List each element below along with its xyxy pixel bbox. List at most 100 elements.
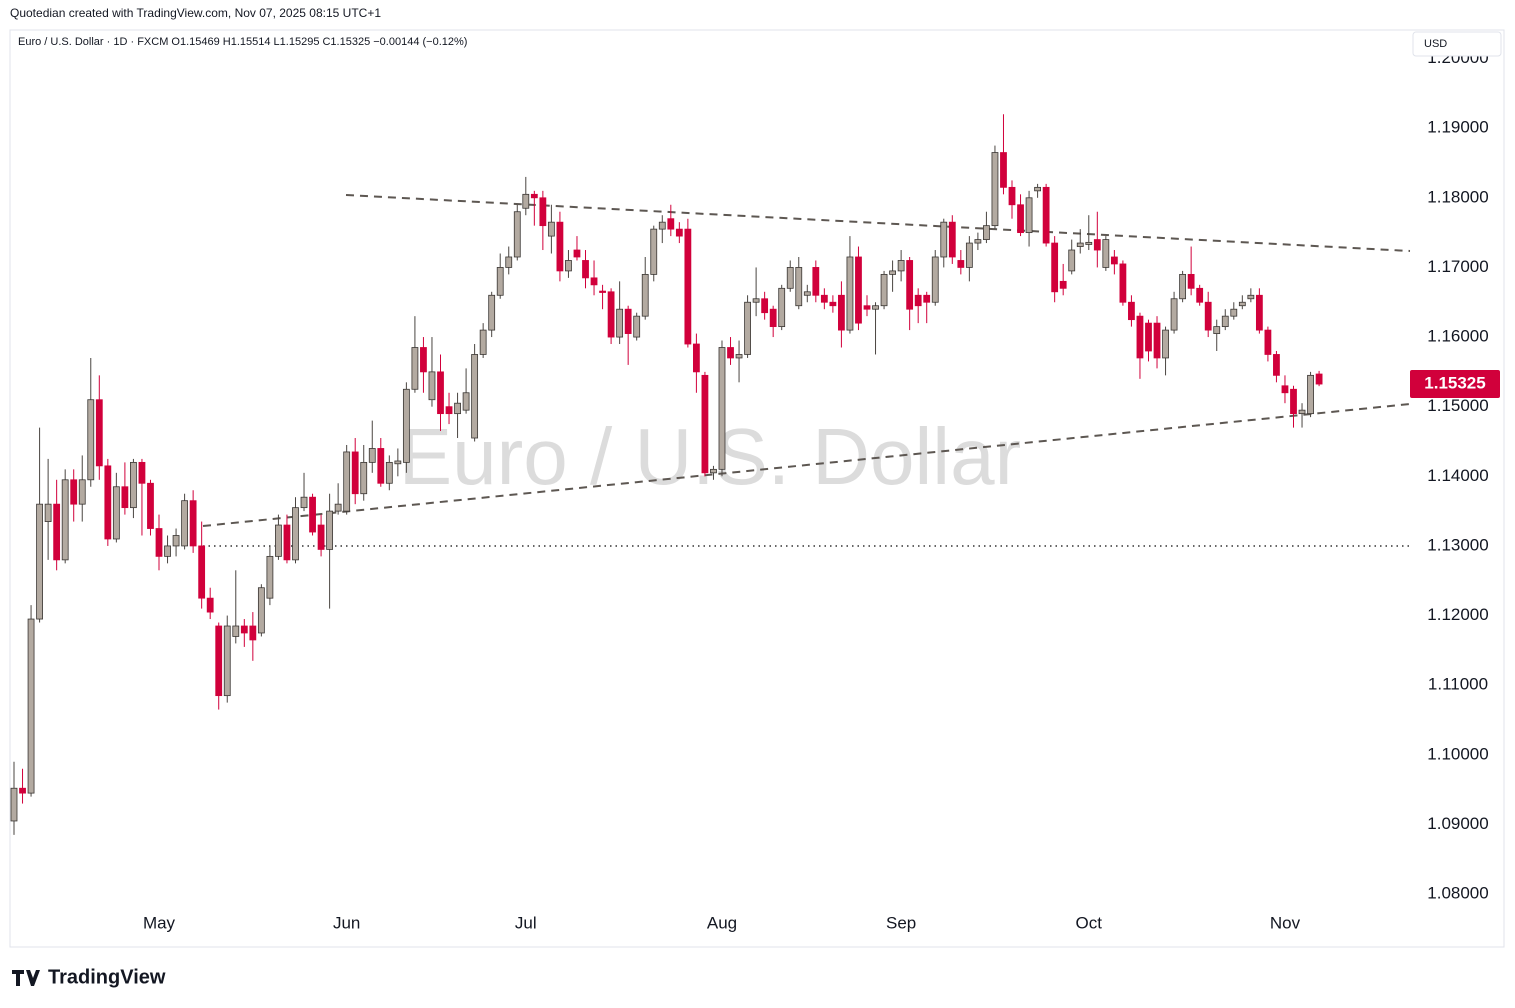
x-tick-label: Aug [707, 913, 737, 932]
chart-frame [9, 29, 1505, 948]
candle-body [1204, 301, 1212, 331]
candle-body [931, 256, 939, 303]
candle-body [1000, 152, 1007, 188]
candle-body [530, 193, 538, 199]
candle-body [897, 260, 905, 272]
candle-body [983, 225, 990, 240]
candle-body [556, 221, 564, 272]
candle-body [61, 479, 69, 561]
candle-body [1273, 354, 1280, 376]
candle-body [701, 374, 709, 474]
candle-body [991, 152, 999, 227]
candle-body [838, 294, 845, 331]
candle-body [812, 267, 820, 296]
candle-body [95, 399, 103, 467]
candle-body [1085, 241, 1093, 245]
candle-body [411, 347, 419, 390]
candle-body [351, 451, 359, 495]
candle-body [1034, 186, 1041, 192]
candle-body [155, 528, 163, 557]
candle-body [181, 500, 189, 547]
candle-body [189, 500, 197, 547]
candle-body [1238, 301, 1246, 307]
candle-body [215, 625, 223, 697]
candle-body [334, 503, 342, 512]
candle-body [257, 587, 265, 634]
candle-body [223, 625, 231, 697]
y-tick-label: 1.18000 [1427, 187, 1488, 206]
candle-body [923, 294, 931, 303]
candle-body [1221, 315, 1229, 328]
candle-body [855, 256, 862, 324]
candle-body [1230, 308, 1238, 317]
candle-body [693, 343, 700, 373]
currency-button[interactable] [1412, 31, 1502, 57]
candle-body [1247, 294, 1255, 300]
candle-body [1196, 287, 1204, 303]
currency[interactable]: USD [1424, 38, 1447, 50]
candle-body [147, 482, 154, 529]
candle-body [36, 503, 43, 620]
candle-body [573, 249, 581, 258]
candle-body [198, 545, 206, 599]
y-tick-label: 1.09000 [1427, 814, 1488, 833]
candle-body [496, 267, 504, 296]
candles [10, 114, 1323, 835]
candle-body [1076, 242, 1084, 247]
candle-body [752, 298, 760, 303]
candle-body [249, 625, 257, 641]
candle-body [292, 507, 299, 561]
candle-body [590, 277, 598, 286]
candle-body [87, 399, 95, 481]
candle-body [863, 305, 871, 310]
trend-line [202, 403, 1411, 527]
candle-body [607, 291, 615, 338]
candle-body [940, 221, 948, 258]
candle-body [718, 347, 726, 470]
candle-body [53, 503, 61, 561]
candle-body [539, 197, 547, 227]
candle-body [1128, 301, 1135, 321]
y-tick-label: 1.14000 [1427, 466, 1488, 485]
logo-icon [12, 970, 40, 986]
candle-body [778, 287, 786, 328]
candle-body [965, 242, 973, 268]
candle-body [974, 239, 982, 244]
candle-body [522, 193, 530, 209]
candle-body [616, 308, 624, 338]
y-tick-label: 1.15000 [1427, 396, 1488, 415]
candle-body [164, 545, 171, 557]
candle-body [1255, 294, 1263, 331]
watermark: Euro / U.S. Dollar [399, 412, 1021, 501]
candle-body [846, 256, 854, 331]
candle-body [735, 354, 743, 359]
candle-body [343, 451, 351, 512]
candle-body [437, 371, 444, 415]
candle-body [326, 510, 334, 550]
candle-body [385, 461, 393, 484]
candle-body [300, 496, 308, 509]
candle-body [948, 221, 956, 258]
candle-body [1290, 388, 1297, 415]
candle-body [658, 221, 666, 230]
candle-body [684, 228, 692, 345]
candle-body [565, 260, 572, 272]
x-tick-label: Nov [1270, 913, 1301, 932]
candle-body [317, 524, 325, 550]
y-tick-label: 1.12000 [1427, 605, 1488, 624]
candle-body [377, 448, 385, 484]
candle-body [1179, 273, 1187, 300]
candle-body [744, 301, 751, 355]
x-tick-label: May [143, 913, 176, 932]
price-label-bg [1410, 370, 1500, 399]
candle-body [675, 228, 683, 237]
candle-body [488, 294, 496, 331]
candle-body [727, 347, 734, 359]
candle-body [420, 347, 427, 373]
candle-body [795, 267, 803, 307]
x-tick-label: Jul [515, 913, 537, 932]
candle-body [914, 294, 922, 307]
candle-body [803, 291, 811, 296]
candle-body [402, 388, 410, 463]
candle-body [1162, 329, 1169, 359]
